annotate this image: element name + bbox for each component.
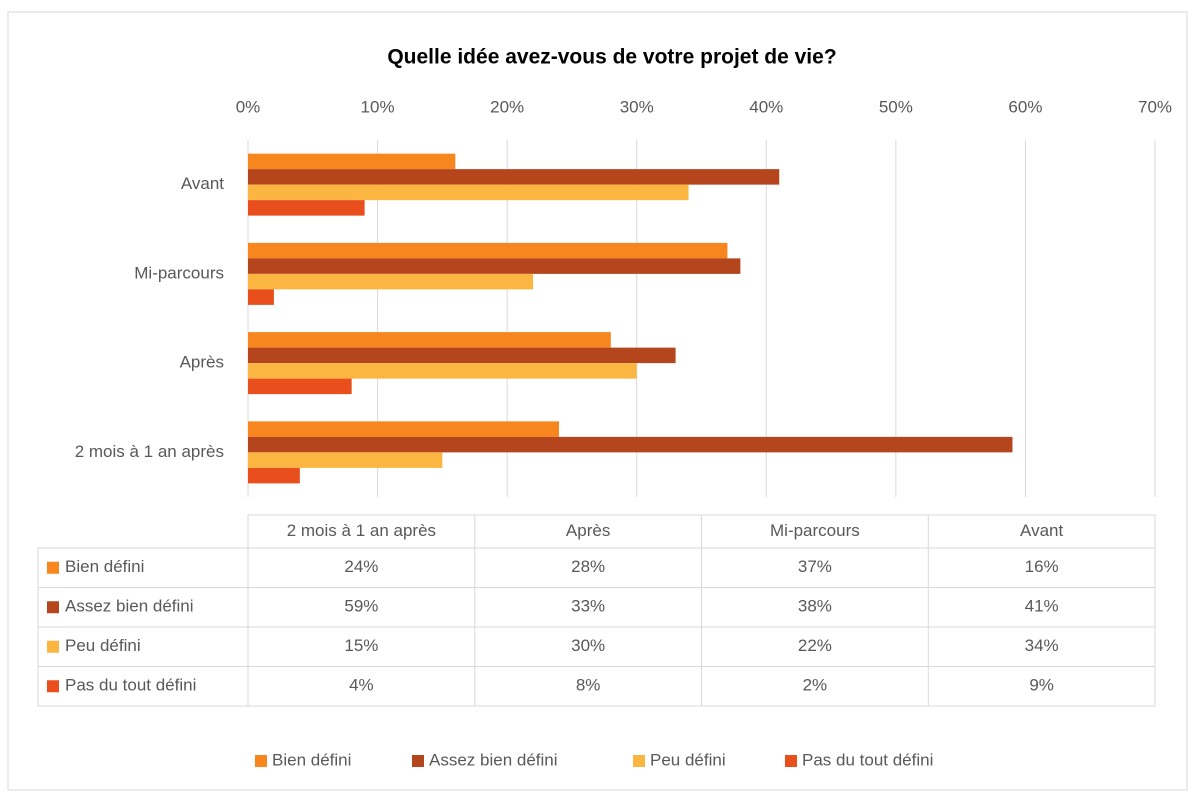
y-tick-label: Après (180, 353, 224, 372)
bar (248, 273, 534, 290)
table-cell: 41% (1025, 597, 1059, 616)
table-cell: 34% (1025, 636, 1059, 655)
table-legend-key (47, 640, 59, 653)
legend-label: Peu défini (650, 750, 726, 769)
table-cell: 16% (1025, 557, 1059, 576)
table-cell: 37% (798, 557, 832, 576)
legend-label: Bien défini (272, 750, 351, 769)
table-cell: 15% (344, 636, 378, 655)
bar (248, 421, 559, 437)
legend-key (785, 755, 797, 767)
bar (248, 436, 1013, 453)
table-cell: 22% (798, 636, 832, 655)
legend-label: Assez bien défini (429, 750, 558, 769)
x-tick-label: 30% (620, 97, 654, 116)
legend-label: Pas du tout défini (802, 750, 933, 769)
table-cell: 33% (571, 597, 605, 616)
x-tick-label: 0% (236, 97, 261, 116)
y-tick-label: Mi-parcours (134, 263, 224, 282)
table-row-label: Assez bien défini (65, 597, 194, 616)
legend-key (255, 755, 267, 767)
table-cell: 4% (349, 676, 374, 695)
bar (248, 153, 456, 170)
x-tick-label: 20% (490, 97, 524, 116)
chart-title: Quelle idée avez-vous de votre projet de… (387, 46, 836, 69)
table-legend-key (47, 680, 59, 693)
table-header: Avant (1020, 521, 1063, 540)
table-row-label: Bien défini (65, 557, 144, 576)
table-legend-key (47, 601, 59, 614)
table-header: 2 mois à 1 an après (287, 521, 436, 540)
table-row-label: Peu défini (65, 636, 141, 655)
bar (248, 289, 274, 305)
table-header: Mi-parcours (770, 521, 860, 540)
x-tick-label: 70% (1138, 97, 1172, 116)
table-row-label: Pas du tout défini (65, 676, 196, 695)
bar (248, 242, 728, 259)
legend-key (412, 755, 424, 767)
legend-key (633, 755, 645, 767)
table-cell: 9% (1029, 676, 1054, 695)
y-tick-label: Avant (181, 174, 224, 193)
bar (248, 347, 676, 364)
table-cell: 59% (344, 597, 378, 616)
table-cell: 30% (571, 636, 605, 655)
table-cell: 28% (571, 557, 605, 576)
bar (248, 184, 689, 201)
x-tick-label: 40% (749, 97, 783, 116)
x-tick-label: 60% (1008, 97, 1042, 116)
y-tick-label: 2 mois à 1 an après (75, 442, 224, 461)
bar (248, 332, 611, 348)
bar (248, 169, 780, 185)
bar (248, 467, 300, 484)
x-tick-label: 50% (879, 97, 913, 116)
bar (248, 378, 352, 395)
table-cell: 8% (576, 676, 601, 695)
bar (248, 452, 443, 468)
table-header: Après (566, 521, 610, 540)
table-cell: 24% (344, 557, 378, 576)
chart-frame (7, 11, 1188, 791)
table-legend-key (47, 561, 59, 574)
bar (248, 363, 637, 379)
bar (248, 200, 365, 216)
bar (248, 258, 741, 274)
x-tick-label: 10% (361, 97, 395, 116)
table-cell: 38% (798, 597, 832, 616)
table-cell: 2% (803, 676, 828, 695)
